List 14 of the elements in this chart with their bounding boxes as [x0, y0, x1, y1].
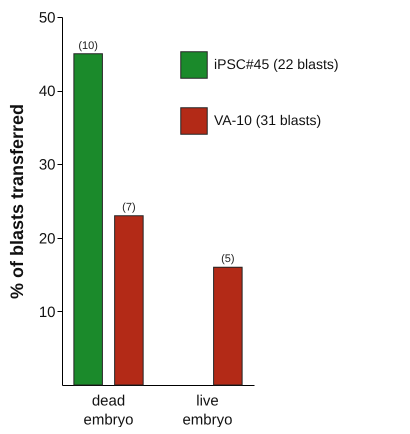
bar — [73, 53, 103, 386]
y-tick-label: 40 — [38, 83, 56, 100]
y-tick-label: 20 — [38, 230, 56, 248]
bar — [114, 215, 144, 386]
y-tick-label: 50 — [38, 10, 56, 26]
annotation: (10) — [78, 40, 98, 52]
legend-label: VA-10 (31 blasts) — [214, 112, 322, 128]
annotation: (7) — [122, 202, 136, 214]
legend-label: iPSC#45 (22 blasts) — [214, 56, 339, 72]
y-tick-label: 10 — [38, 304, 56, 321]
y-tick-label: 30 — [38, 156, 56, 174]
y-axis-title: % of blasts transferred — [6, 104, 27, 300]
annotation: (5) — [221, 253, 235, 266]
bar — [213, 266, 243, 386]
